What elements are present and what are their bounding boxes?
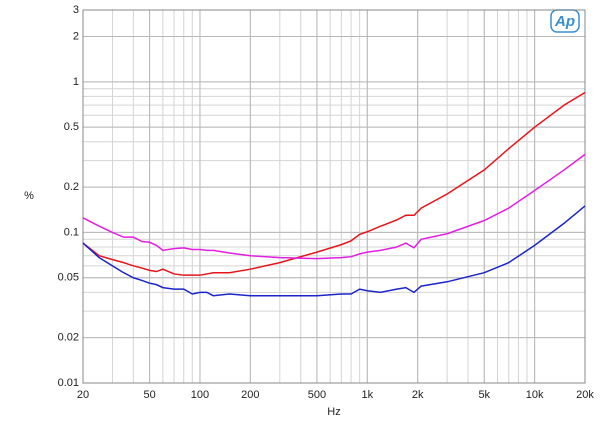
data-line — [82, 205, 586, 297]
y-tick-label: 1 — [73, 76, 79, 88]
x-tick-label: 2k — [412, 389, 424, 401]
plot-frame — [82, 9, 586, 384]
x-tick-label: 20k — [576, 389, 594, 401]
x-tick-label: 100 — [191, 389, 209, 401]
x-tick-label: 200 — [241, 389, 259, 401]
x-tick-label: 5k — [478, 389, 490, 401]
x-tick-label: 500 — [308, 389, 326, 401]
y-tick-label: 0.5 — [64, 121, 79, 133]
x-tick-label: 20 — [77, 389, 89, 401]
y-tick-label: 0.05 — [58, 272, 79, 284]
y-tick-label: 3 — [73, 4, 79, 16]
logo: Ap — [554, 13, 575, 30]
x-tick-label: 1k — [361, 389, 373, 401]
y-axis-label: % — [24, 190, 34, 202]
data-line — [82, 153, 586, 260]
y-tick-label: 0.2 — [64, 181, 79, 193]
y-tick-label: 0.01 — [58, 377, 79, 389]
data-line — [82, 91, 586, 276]
x-tick-label: 10k — [526, 389, 544, 401]
x-axis-label: Hz — [327, 406, 340, 418]
x-tick-label: 50 — [143, 389, 155, 401]
y-tick-label: 0.02 — [58, 332, 79, 344]
y-tick-label: 0.1 — [64, 226, 79, 238]
y-tick-label: 2 — [73, 30, 79, 42]
